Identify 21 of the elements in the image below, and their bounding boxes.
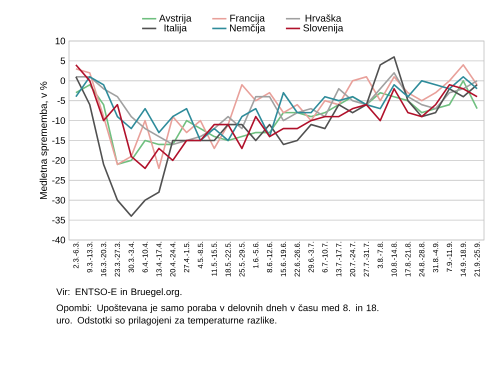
legend-label: Nemčija	[230, 24, 266, 34]
y-tick-label: -15	[52, 137, 66, 144]
line-series	[75, 64, 478, 170]
y-tick-label: -5	[57, 97, 66, 104]
y-tick-label: -10	[52, 117, 66, 124]
y-tick-label: 5	[60, 58, 66, 64]
y-tick-label: -30	[52, 196, 66, 204]
legend-label: Avstrija	[159, 14, 192, 24]
y-tick-label: -20	[52, 157, 66, 164]
legend-label: Italija	[164, 24, 187, 34]
y-tick-label: -35	[52, 216, 66, 224]
y-tick-label: 0	[60, 77, 66, 84]
y-axis-title: Medletna sprememba, v %	[40, 82, 49, 199]
legend-label: Francija	[230, 14, 265, 24]
y-tick-label: -40	[52, 236, 66, 244]
text: Vir: ENTSO-E in Bruegel.org.	[56, 288, 182, 298]
legend-label: Hrvaška	[306, 14, 342, 22]
y-tick-label: -25	[52, 176, 66, 184]
text: Opombi: Upoštevana je samo poraba v delovnih dneh v času med 8. in 18. uro. Odstotki so prilagojeni za temperaturne razlike.	[56, 304, 378, 326]
legend-label: Slovenija	[303, 24, 344, 34]
y-tick-label: 10	[56, 38, 66, 44]
